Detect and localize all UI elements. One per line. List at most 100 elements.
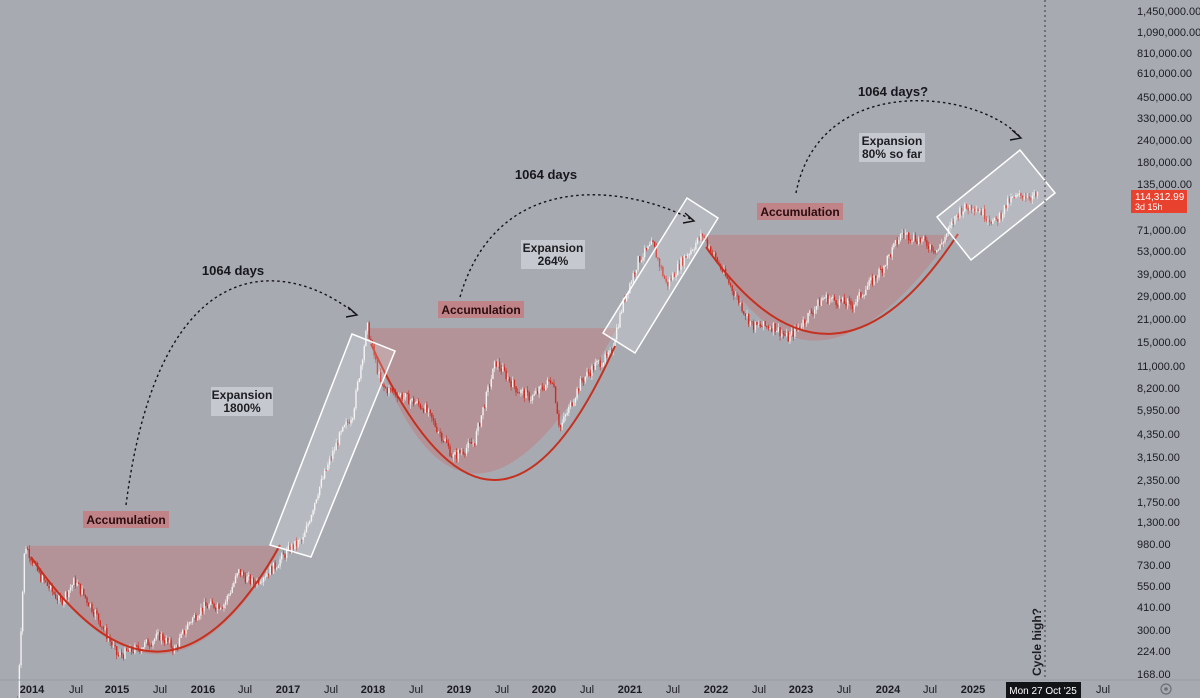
candle-body — [924, 236, 926, 241]
candle-body — [210, 601, 212, 605]
candle-body — [116, 646, 118, 655]
candle-body — [837, 304, 839, 307]
candle-body — [147, 639, 149, 646]
y-tick-label: 980.00 — [1137, 539, 1171, 551]
candle-body — [607, 352, 610, 356]
accumulation-label-1: Accumulation — [86, 513, 165, 527]
x-tick-label: Jul — [69, 684, 83, 696]
candle-body — [807, 312, 809, 323]
cycle-days-label-1: 1064 days — [202, 263, 264, 278]
candle-body — [569, 402, 572, 407]
candle-body — [888, 254, 890, 257]
candle-body — [228, 594, 230, 596]
candle-body — [566, 412, 568, 415]
y-tick-label: 39,000.00 — [1137, 269, 1186, 281]
last-price-countdown: 3d 15h — [1135, 202, 1163, 212]
candle-body — [820, 299, 822, 306]
candle-body — [350, 419, 352, 424]
candle-body — [216, 604, 219, 610]
candle-body — [78, 582, 80, 584]
candle-body — [246, 576, 248, 583]
crosshair-date-badge — [1006, 682, 1081, 698]
candle-body — [1010, 197, 1012, 203]
candle-body — [878, 269, 880, 278]
candle-body — [104, 627, 106, 630]
accumulation-curve-1 — [30, 544, 281, 653]
candle-body — [318, 486, 321, 496]
candle-body — [241, 572, 243, 576]
candle-body — [300, 540, 303, 541]
y-tick-label: 410.00 — [1137, 602, 1171, 614]
candle-body — [198, 615, 200, 619]
candle-body — [960, 207, 963, 215]
candle-body — [851, 305, 854, 309]
candle-body — [701, 233, 704, 237]
candle-body — [233, 582, 235, 587]
cycle-days-label-3: 1064 days? — [858, 84, 928, 99]
arrow-head-icon — [682, 212, 696, 224]
candle-body — [68, 590, 70, 598]
candle-body — [424, 404, 426, 413]
candle-body — [988, 219, 991, 223]
candle-body — [921, 239, 923, 242]
candle-body — [563, 416, 565, 423]
y-tick-label: 1,750.00 — [1137, 497, 1180, 509]
candle-body — [142, 647, 144, 650]
candle-body — [899, 234, 902, 240]
candle-body — [393, 391, 395, 393]
candle-body — [137, 645, 139, 650]
candle-body — [655, 247, 657, 258]
candle-body — [559, 425, 562, 428]
cycle-high-label: Cycle high? — [1030, 608, 1044, 676]
candle-body — [129, 646, 131, 652]
candle-body — [384, 387, 387, 389]
candle-body — [761, 326, 763, 328]
candle-body — [657, 257, 659, 259]
candle-body — [769, 328, 771, 329]
y-tick-label: 1,450,000.00 — [1137, 6, 1200, 18]
candle-body — [186, 623, 189, 630]
accumulation-label-3: Accumulation — [760, 205, 839, 219]
candle-body — [809, 311, 811, 313]
candle-body — [234, 576, 237, 583]
candle-body — [446, 439, 448, 443]
candle-body — [904, 232, 907, 235]
candle-body — [261, 581, 263, 583]
candle-body — [251, 578, 253, 584]
candle-body — [784, 334, 786, 336]
candle-body — [272, 562, 275, 574]
candle-body — [485, 392, 488, 408]
candle-body — [419, 404, 422, 409]
candle-body — [259, 582, 261, 584]
candle-body — [351, 418, 354, 420]
candle-body — [728, 278, 730, 284]
candle-body — [945, 233, 948, 238]
candle-body — [832, 296, 834, 299]
candle-body — [959, 207, 961, 218]
candle-body — [751, 321, 753, 323]
candle-body — [561, 422, 563, 428]
candle-body — [700, 233, 702, 240]
candle-body — [870, 277, 872, 281]
candle-body — [193, 615, 195, 618]
candle-body — [1033, 192, 1035, 196]
candle-body — [378, 372, 380, 374]
candle-body — [823, 297, 826, 299]
settings-gear-icon[interactable] — [1160, 683, 1172, 695]
candle-body — [274, 562, 276, 569]
last-price-badge — [1131, 190, 1187, 213]
candle-body — [944, 237, 946, 243]
candle-body — [314, 503, 316, 511]
accumulation-label-bg — [757, 203, 843, 220]
cycle-arrow-1 — [125, 280, 358, 506]
candle-body — [304, 532, 306, 538]
candle-body — [155, 633, 158, 639]
candle-body — [106, 627, 108, 639]
candle-body — [903, 232, 905, 235]
candle-body — [967, 208, 969, 211]
candle-body — [1002, 213, 1004, 219]
candle-body — [977, 209, 979, 212]
candle-body — [244, 575, 247, 583]
